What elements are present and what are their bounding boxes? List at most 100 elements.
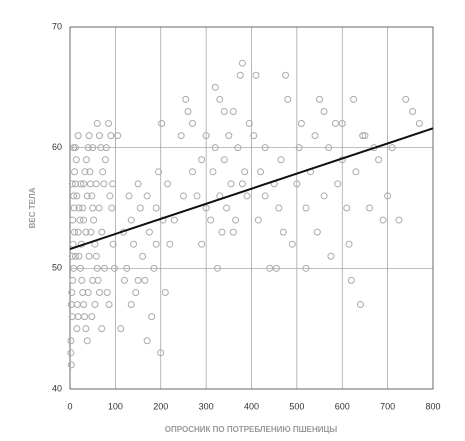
point: [284, 95, 292, 103]
point: [361, 132, 369, 140]
point: [275, 204, 283, 212]
point: [87, 228, 95, 236]
point: [402, 95, 410, 103]
point: [158, 120, 166, 128]
point: [202, 132, 210, 140]
point: [73, 325, 81, 333]
point: [134, 276, 142, 284]
point: [105, 120, 113, 128]
point: [345, 240, 353, 248]
point: [68, 252, 76, 260]
point: [209, 168, 217, 176]
point: [220, 156, 228, 164]
point: [110, 264, 118, 272]
point: [79, 204, 87, 212]
point: [85, 132, 93, 140]
point: [288, 240, 296, 248]
point: [78, 276, 86, 284]
point: [359, 132, 367, 140]
point: [98, 325, 106, 333]
point: [236, 71, 244, 79]
point: [109, 240, 117, 248]
point: [81, 313, 89, 321]
point: [67, 301, 75, 309]
point: [75, 252, 83, 260]
point: [130, 240, 138, 248]
point: [71, 252, 79, 260]
point: [71, 168, 79, 176]
point: [238, 59, 246, 67]
point: [67, 361, 75, 369]
point: [77, 180, 85, 188]
point: [216, 95, 224, 103]
point: [375, 156, 383, 164]
point: [161, 288, 169, 296]
point: [261, 144, 269, 152]
point: [395, 216, 403, 224]
point: [99, 168, 107, 176]
point: [106, 192, 114, 200]
trend-line: [69, 127, 434, 250]
point: [83, 337, 91, 345]
point: [136, 204, 144, 212]
point: [93, 264, 101, 272]
x-tick-label: 600: [335, 401, 350, 411]
point: [415, 120, 423, 128]
point: [320, 107, 328, 115]
point: [72, 156, 80, 164]
point: [279, 228, 287, 236]
point: [365, 204, 373, 212]
point: [90, 216, 98, 224]
point: [218, 228, 226, 236]
y-tick-label: 60: [52, 142, 62, 152]
point: [80, 180, 88, 188]
point: [166, 240, 174, 248]
x-tick-label: 500: [289, 401, 304, 411]
point: [70, 264, 78, 272]
point: [74, 132, 82, 140]
point: [257, 168, 265, 176]
point: [193, 192, 201, 200]
point: [338, 120, 346, 128]
point: [117, 325, 125, 333]
point: [114, 132, 122, 140]
point: [120, 276, 128, 284]
point: [164, 180, 172, 188]
point: [83, 192, 91, 200]
point: [325, 144, 333, 152]
point: [198, 240, 206, 248]
point: [243, 192, 251, 200]
point: [101, 156, 109, 164]
point: [229, 107, 237, 115]
point: [74, 313, 82, 321]
point: [95, 288, 103, 296]
point: [100, 264, 108, 272]
point: [68, 180, 76, 188]
point: [69, 216, 77, 224]
point: [182, 95, 190, 103]
point: [76, 264, 84, 272]
point: [79, 288, 87, 296]
point: [71, 180, 79, 188]
x-tick-label: 0: [67, 401, 72, 411]
point: [143, 192, 151, 200]
y-tick-label: 40: [52, 383, 62, 393]
point: [74, 228, 82, 236]
point: [184, 107, 192, 115]
point: [177, 132, 185, 140]
point: [311, 132, 319, 140]
point: [103, 288, 111, 296]
point: [384, 192, 392, 200]
point: [227, 180, 235, 188]
point: [82, 325, 90, 333]
point: [109, 180, 117, 188]
point: [71, 144, 79, 152]
point: [125, 192, 133, 200]
point: [352, 168, 360, 176]
point: [86, 168, 94, 176]
point: [327, 252, 335, 260]
point: [95, 204, 103, 212]
point: [88, 192, 96, 200]
point: [266, 264, 274, 272]
point: [84, 144, 92, 152]
